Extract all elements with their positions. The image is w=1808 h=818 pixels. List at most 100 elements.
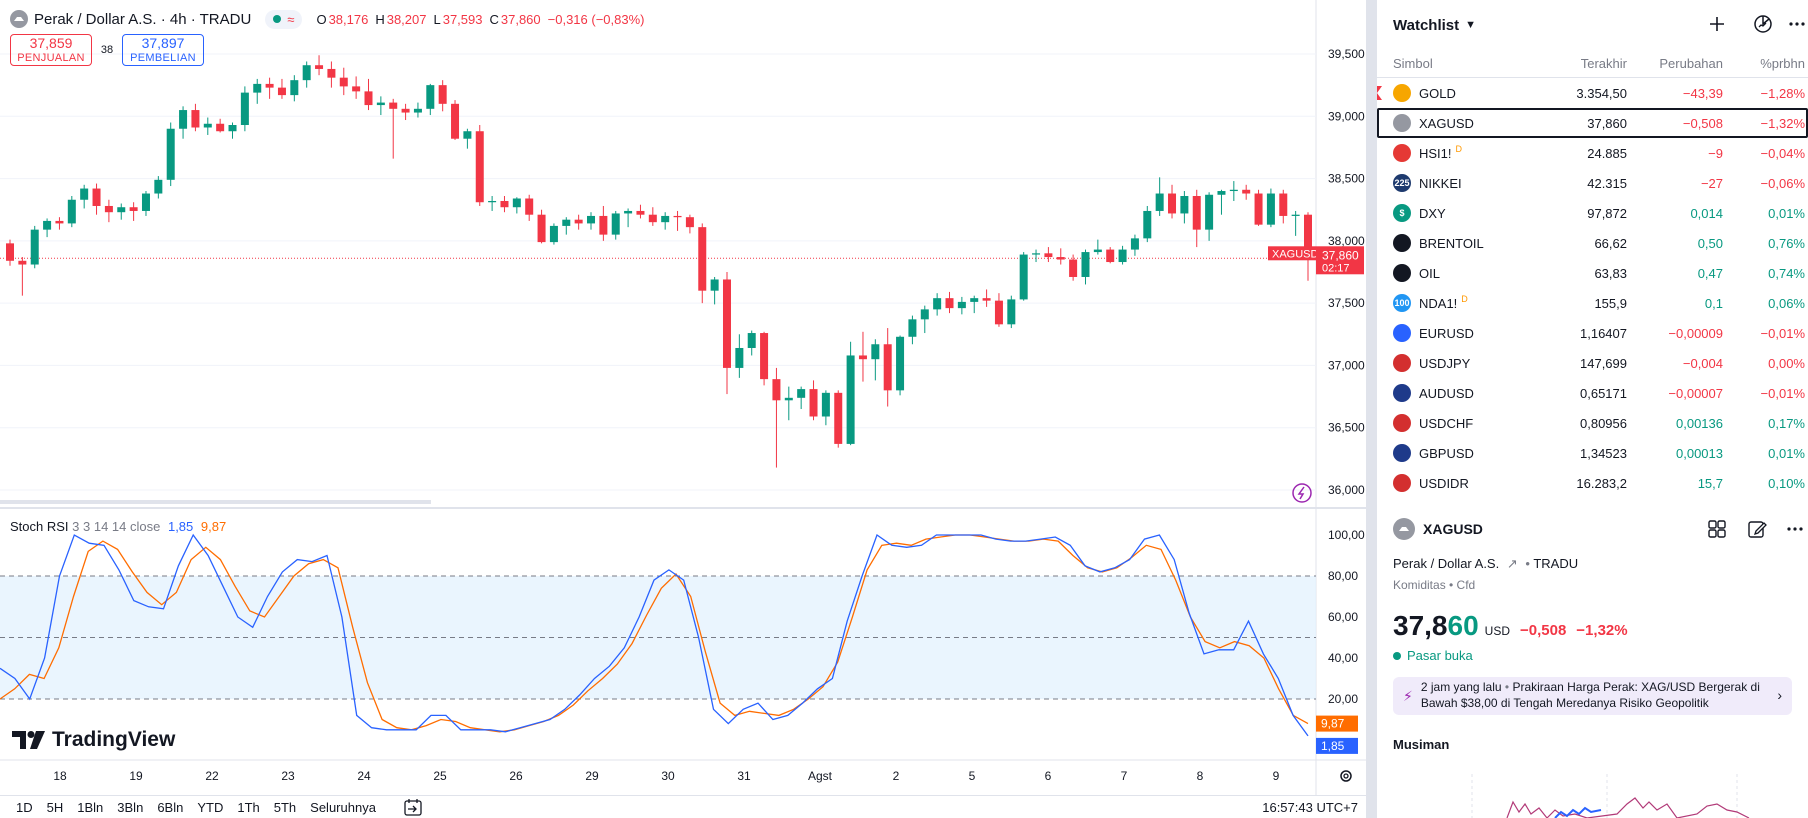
market-status-pill[interactable]: ≈ — [265, 9, 303, 29]
external-link-icon[interactable]: ↗ — [1506, 556, 1518, 571]
time-tick-label: 29 — [585, 769, 599, 783]
nasdaq-icon: 100 — [1393, 294, 1411, 312]
change-pct: 0,76% — [1768, 235, 1805, 251]
advanced-view-chart-icon[interactable] — [1752, 13, 1774, 35]
last-price: 97,872 — [1587, 205, 1627, 221]
change-pct: −1,28% — [1760, 85, 1805, 101]
panel-resize-handle[interactable] — [0, 500, 431, 504]
candle-body — [1229, 189, 1238, 192]
candle-body — [624, 210, 633, 214]
range-button[interactable]: 1Bln — [77, 799, 104, 815]
price-tick-label: 39,500 — [1328, 47, 1365, 61]
seasonals-chart[interactable] — [1377, 774, 1808, 818]
ohlc-label-l: L — [433, 11, 441, 27]
watchlist-row[interactable]: HSI1! D 24.885 −9 −0,04% — [1377, 138, 1808, 168]
last-price: 24.885 — [1587, 145, 1627, 161]
last-price: 37,860 — [1587, 115, 1627, 131]
time-tick-label: 24 — [357, 769, 371, 783]
range-button[interactable]: 1D — [16, 799, 33, 815]
candle-body — [1180, 196, 1189, 214]
candle-body — [1130, 238, 1139, 250]
symbol-header[interactable]: Perak / Dollar A.S. · 4h · TRADU ≈ O 38,1… — [10, 8, 652, 30]
watchlist-row[interactable]: USDIDR 16.283,2 15,7 0,10% — [1377, 468, 1808, 498]
flag-marker-icon[interactable] — [1377, 86, 1382, 100]
time-tick-label: 26 — [509, 769, 523, 783]
range-button[interactable]: 6Bln — [157, 799, 184, 815]
grid-layout-icon[interactable] — [1707, 519, 1727, 539]
candle-body — [673, 215, 682, 218]
stoch-rsi-legend[interactable]: Stoch RSI 3 3 14 14 close 1,85 9,87 — [10, 519, 226, 534]
range-button[interactable]: YTD — [197, 799, 224, 815]
watchlist-row[interactable]: USDCHF 0,80956 0,00136 0,17% — [1377, 408, 1808, 438]
candle-body — [648, 214, 657, 223]
change-pct: 0,17% — [1768, 415, 1805, 431]
candle-body — [401, 108, 410, 113]
more-options-icon[interactable] — [1785, 519, 1805, 539]
time-tick-label: 5 — [969, 769, 976, 783]
range-button[interactable]: 3Bln — [117, 799, 144, 815]
watchlist-row[interactable]: GOLD 3.354,50 −43,39 −1,28% — [1377, 78, 1808, 108]
watchlist-row[interactable]: AUDUSD 0,65171 −0,00007 −0,01% — [1377, 378, 1808, 408]
range-button[interactable]: 1Th — [237, 799, 260, 815]
candle-body — [1081, 252, 1090, 277]
candle-body — [277, 87, 286, 96]
stoch-d-tag-value: 9,87 — [1321, 717, 1345, 731]
buy-price: 37,897 — [141, 35, 185, 52]
candle-body — [1266, 193, 1275, 225]
candle-body — [722, 279, 731, 368]
watchlist-row[interactable]: GBPUSD 1,34523 0,00013 0,01% — [1377, 438, 1808, 468]
symbol-title[interactable]: Perak / Dollar A.S. · 4h · TRADU — [34, 10, 252, 28]
chart-panel[interactable]: 39,500 39,000 38,500 38,000 37,500 37,000 36,5… — [0, 0, 1366, 818]
silver-icon — [1393, 114, 1411, 132]
panel-separator[interactable] — [1366, 0, 1377, 818]
tradingview-logo[interactable]: TradingView — [12, 728, 175, 752]
chart-canvas[interactable]: 39,500 39,000 38,500 38,000 37,500 37,000 36,5… — [0, 0, 1366, 795]
delayed-badge: D — [1461, 294, 1468, 304]
buy-button[interactable]: 37,897 PEMBELIAN — [122, 34, 204, 66]
watchlist-row[interactable]: BRENTOIL 66,62 0,50 0,76% — [1377, 228, 1808, 258]
candle-body — [129, 207, 138, 211]
details-symbol[interactable]: XAGUSD — [1423, 521, 1483, 537]
candle-body — [265, 83, 274, 88]
watchlist-row[interactable]: 225 NIKKEI 42.315 −27 −0,06% — [1377, 168, 1808, 198]
candle-body — [191, 110, 200, 128]
stoch-tick-label: 20,00 — [1328, 692, 1358, 706]
range-button[interactable]: Seluruhnya — [310, 799, 376, 815]
goto-date-calendar-icon[interactable] — [403, 798, 423, 816]
edit-note-icon[interactable] — [1747, 519, 1767, 539]
candle-body — [1007, 299, 1016, 325]
col-change[interactable]: Perubahan — [1659, 56, 1723, 71]
col-symbol[interactable]: Simbol — [1393, 56, 1433, 71]
last-price: 1,34523 — [1580, 445, 1627, 461]
exchange-name[interactable]: TRADU — [1533, 556, 1579, 571]
watchlist-row[interactable]: $ DXY 97,872 0,014 0,01% — [1377, 198, 1808, 228]
add-symbol-plus-icon[interactable] — [1707, 14, 1727, 34]
news-card[interactable]: ⚡ 2 jam yang lalu • Prakiraan Harga Pera… — [1393, 677, 1792, 715]
watchlist-row[interactable]: USDJPY 147,699 −0,004 0,00% — [1377, 348, 1808, 378]
more-options-icon[interactable] — [1787, 14, 1807, 34]
last-price: 37,860 — [1393, 610, 1479, 642]
watchlist-row[interactable]: 100 NDA1! D 155,9 0,1 0,06% — [1377, 288, 1808, 318]
settings-gear-icon[interactable] — [1336, 766, 1356, 786]
candle-body — [1155, 193, 1164, 211]
candle-body — [896, 336, 905, 391]
chevron-down-icon[interactable]: ▼ — [1465, 19, 1477, 31]
range-button[interactable]: 5H — [46, 799, 64, 815]
watchlist-row[interactable]: XAGUSD 37,860 −0,508 −1,32% — [1377, 108, 1808, 138]
watchlist-title[interactable]: Watchlist — [1393, 16, 1460, 34]
ohlc-value-h: 38,207 — [386, 11, 427, 27]
clock-timezone[interactable]: 16:57:43 UTC+7 — [1262, 800, 1358, 815]
oil-drop-icon — [1393, 234, 1411, 252]
watchlist-row[interactable]: OIL 63,83 0,47 0,74% — [1377, 258, 1808, 288]
sell-button[interactable]: 37,859 PENJUALAN — [10, 34, 92, 66]
col-pct[interactable]: %prbhn — [1760, 56, 1805, 71]
change-value: 0,00136 — [1676, 415, 1723, 431]
lightning-alert-icon[interactable] — [1292, 483, 1312, 503]
range-button[interactable]: 5Th — [273, 799, 297, 815]
watchlist-row[interactable]: EURUSD 1,16407 −0,00009 −0,01% — [1377, 318, 1808, 348]
candle-body — [846, 355, 855, 444]
col-last[interactable]: Terakhir — [1580, 56, 1627, 71]
stoch-tick-label: 80,00 — [1328, 569, 1358, 583]
change-value: 0,50 — [1697, 235, 1723, 251]
chevron-right-icon[interactable]: › — [1777, 687, 1782, 703]
